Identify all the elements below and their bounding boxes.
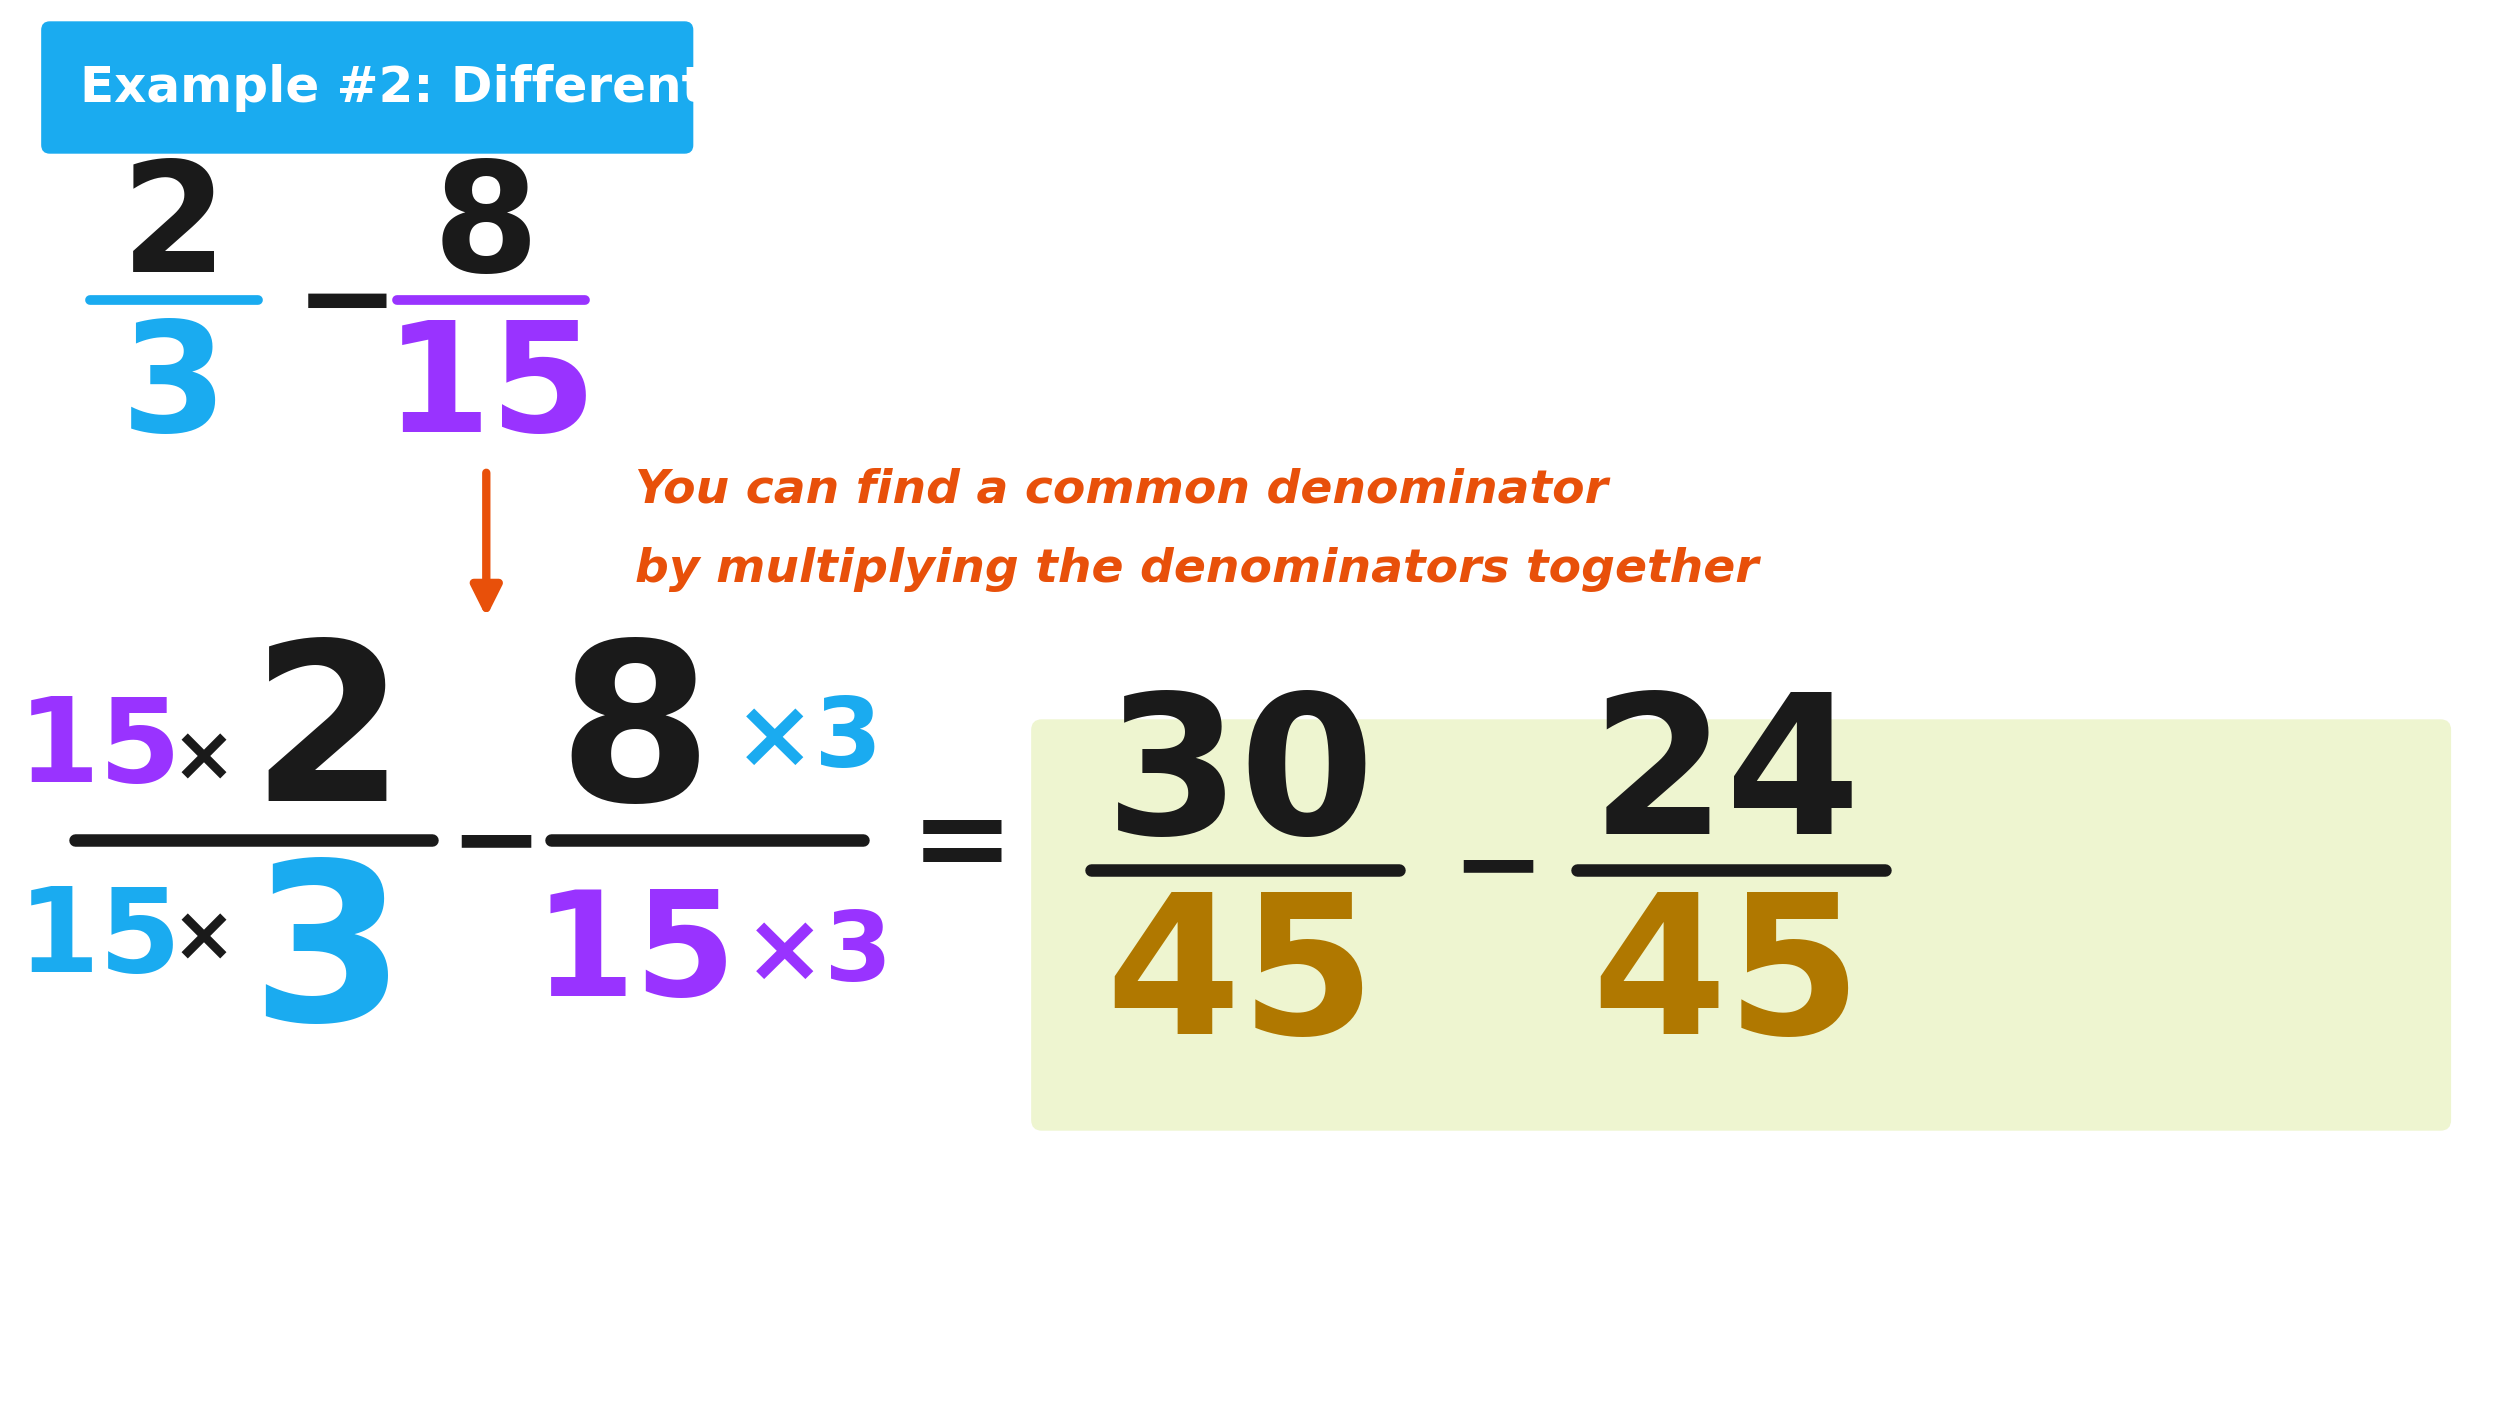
Text: 24: 24: [1590, 686, 1862, 875]
Text: 15: 15: [18, 883, 182, 997]
Text: by multiplying the denominators together: by multiplying the denominators together: [635, 547, 1758, 592]
Text: 15: 15: [18, 693, 182, 807]
FancyBboxPatch shape: [1032, 720, 2450, 1130]
Text: ×: ×: [173, 723, 235, 797]
Text: 15: 15: [532, 884, 738, 1025]
Text: 45: 45: [1590, 886, 1862, 1074]
Text: 3: 3: [250, 853, 405, 1067]
Text: You can find a common denominator: You can find a common denominator: [635, 468, 1608, 513]
Text: 2: 2: [120, 156, 228, 305]
Text: −: −: [450, 792, 542, 898]
Text: 3: 3: [120, 315, 228, 464]
Text: ×3: ×3: [735, 693, 882, 786]
Text: 15: 15: [385, 315, 598, 464]
Text: Example #2: Different Denominators: Example #2: Different Denominators: [80, 65, 1120, 112]
Text: −: −: [295, 245, 400, 366]
FancyBboxPatch shape: [42, 22, 692, 153]
Text: 45: 45: [1105, 886, 1375, 1074]
Text: ×3: ×3: [745, 908, 892, 1001]
Text: ×: ×: [173, 903, 235, 977]
Text: =: =: [910, 785, 1015, 905]
Text: 30: 30: [1105, 686, 1375, 875]
Text: −: −: [1452, 817, 1545, 924]
Text: 8: 8: [432, 156, 540, 305]
Text: 8: 8: [558, 633, 712, 846]
Text: 2: 2: [250, 633, 405, 846]
